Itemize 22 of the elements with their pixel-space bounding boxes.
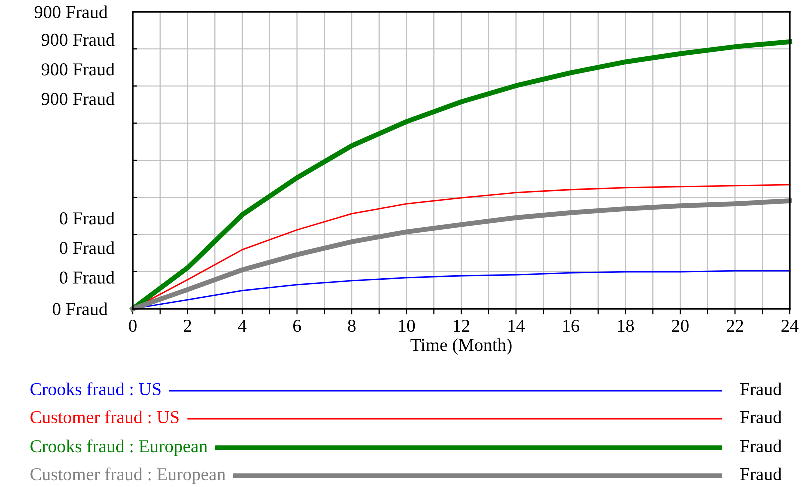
x-tick-label: 0 [129, 320, 137, 332]
text: Customer fraud : US [30, 410, 179, 424]
x-tick-label: 16 [564, 320, 580, 332]
text: Crooks fraud : European [30, 440, 208, 456]
x-tick-label: 10 [399, 320, 416, 332]
text: Fraud [740, 440, 782, 453]
text: Customer fraud : European [30, 468, 226, 484]
x-tick-label: 8 [348, 320, 356, 332]
x-tick-label: 18 [618, 320, 634, 332]
x-tick-label: 14 [508, 320, 525, 332]
text: Fraud [740, 468, 782, 481]
x-axis-title: Time (Month) [410, 338, 512, 355]
text: Fraud [740, 382, 782, 396]
x-tick-label: 6 [294, 320, 302, 332]
x-tick-label: 4 [238, 320, 247, 332]
x-tick-label: 20 [672, 320, 689, 332]
x-tick-label: 12 [454, 320, 470, 332]
x-tick-label: 22 [727, 320, 744, 332]
x-tick-label: 2 [184, 320, 192, 332]
x-tick-label: 24 [782, 320, 799, 332]
text: Fraud [740, 410, 782, 424]
text: Crooks fraud : US [30, 382, 161, 396]
